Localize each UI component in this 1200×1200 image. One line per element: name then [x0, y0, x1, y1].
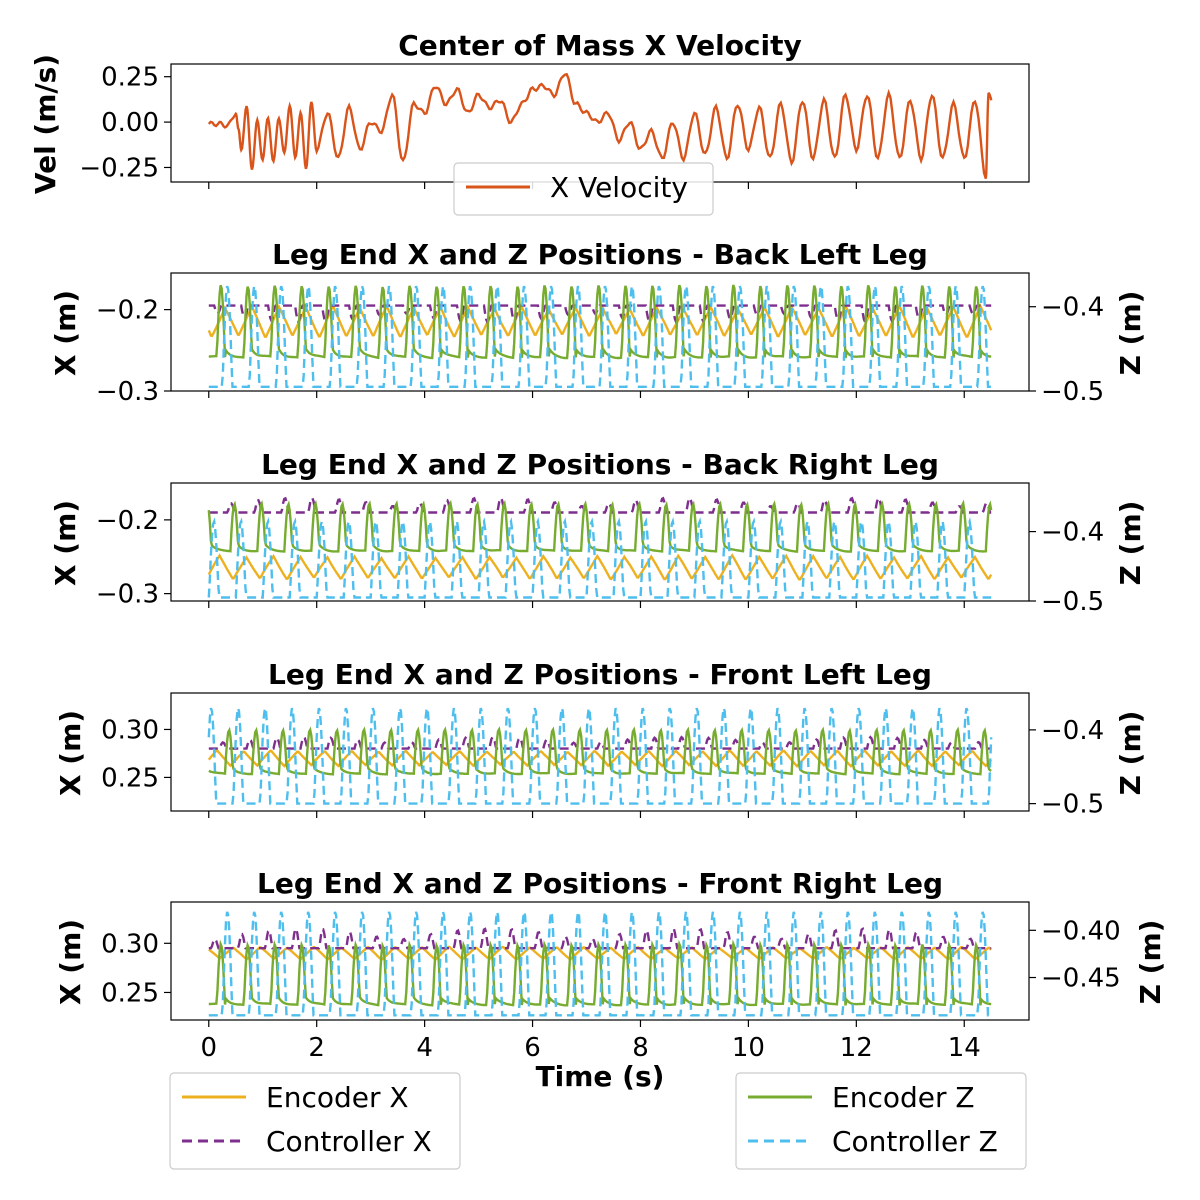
- back-left-ytick-label: −0.2: [96, 296, 159, 326]
- legend-controller-x-label: Controller X: [266, 1125, 432, 1158]
- legend-encoder-z-label: Encoder Z: [832, 1081, 975, 1114]
- front-left-ytick-label: 0.25: [101, 763, 159, 793]
- back-left-title: Leg End X and Z Positions - Back Left Le…: [272, 238, 928, 271]
- velocity-ytick-label: 0.00: [101, 108, 159, 138]
- front-right-xtick-label: 2: [308, 1033, 325, 1063]
- panel-back-left: Leg End X and Z Positions - Back Left Le…: [49, 238, 1147, 407]
- front-left-controller-z-line: [207, 707, 993, 805]
- front-right-frame: [170, 901, 1030, 1021]
- back-right-ytick-right-label: −0.4: [1041, 518, 1104, 548]
- front-right-ylabel-right: Z (m): [1134, 920, 1167, 1005]
- front-right-xtick-label: 8: [632, 1033, 649, 1063]
- legend-controller-z-label: Controller Z: [832, 1125, 998, 1158]
- back-right-ylabel: X (m): [49, 500, 82, 586]
- front-left-ytick-right-label: −0.4: [1041, 716, 1104, 746]
- velocity-legend-box: [453, 162, 714, 216]
- front-left-ylabel-right: Z (m): [1114, 711, 1147, 796]
- back-right-ytick-label: −0.3: [96, 580, 159, 610]
- legend-right: Encoder Z Controller Z: [735, 1072, 1027, 1170]
- front-left-frame: [170, 692, 1030, 812]
- panel-front-left: Leg End X and Z Positions - Front Left L…: [54, 658, 1147, 820]
- time-xlabel: Time (s): [536, 1060, 665, 1093]
- front-right-xtick-label: 4: [416, 1033, 433, 1063]
- velocity-series-line: [207, 72, 993, 179]
- legend-encoder-x-label: Encoder X: [266, 1081, 409, 1114]
- back-left-ylabel: X (m): [49, 290, 82, 376]
- panel-front-right: Leg End X and Z Positions - Front Right …: [54, 867, 1167, 1093]
- front-right-ylabel: X (m): [54, 919, 87, 1005]
- back-left-ytick-label: −0.3: [96, 377, 159, 407]
- back-left-ylabel-right: Z (m): [1114, 291, 1147, 376]
- front-right-xtick-label: 0: [201, 1033, 218, 1063]
- back-right-controller-z-line: [207, 516, 992, 599]
- front-left-title: Leg End X and Z Positions - Front Left L…: [268, 658, 932, 691]
- back-left-frame: [170, 272, 1030, 392]
- front-left-ytick-label: 0.30: [101, 715, 159, 745]
- front-right-xtick-label: 12: [840, 1033, 873, 1063]
- back-right-frame: [170, 482, 1030, 602]
- front-right-title: Leg End X and Z Positions - Front Right …: [257, 867, 943, 900]
- back-right-title: Leg End X and Z Positions - Back Right L…: [261, 448, 939, 481]
- velocity-legend-label: X Velocity: [550, 171, 688, 204]
- velocity-ylabel: Vel (m/s): [29, 54, 62, 194]
- front-left-ytick-right-label: −0.5: [1041, 790, 1104, 820]
- velocity-title: Center of Mass X Velocity: [398, 29, 802, 62]
- front-right-ytick-label: 0.25: [101, 978, 159, 1008]
- front-right-xtick-label: 6: [524, 1033, 541, 1063]
- legend-left: Encoder X Controller X: [169, 1072, 461, 1170]
- velocity-ytick-label: 0.25: [101, 63, 159, 93]
- back-left-ytick-right-label: −0.5: [1041, 377, 1104, 407]
- back-right-encoder-x-line: [207, 553, 993, 581]
- back-right-ytick-right-label: −0.5: [1041, 587, 1104, 617]
- front-right-controller-z-line: [208, 911, 992, 1017]
- front-right-encoder-z-line: [208, 939, 992, 1007]
- front-right-xtick-label: 14: [948, 1033, 981, 1063]
- panel-back-right: Leg End X and Z Positions - Back Right L…: [49, 448, 1147, 617]
- back-right-ylabel-right: Z (m): [1114, 501, 1147, 586]
- back-left-ytick-right-label: −0.4: [1041, 293, 1104, 323]
- back-right-encoder-z-line: [207, 499, 993, 553]
- front-left-ylabel: X (m): [54, 710, 87, 796]
- front-right-ytick-right-label: −0.40: [1041, 916, 1121, 946]
- velocity-legend: X Velocity: [453, 162, 714, 216]
- velocity-ytick-label: −0.25: [79, 153, 159, 183]
- front-right-ytick-label: 0.30: [101, 929, 159, 959]
- back-right-controller-x-line: [208, 496, 992, 514]
- back-left-controller-z-line: [208, 285, 992, 388]
- panel-velocity: Center of Mass X Velocity Vel (m/s) 0.25…: [29, 29, 1030, 216]
- front-right-ytick-right-label: −0.45: [1041, 964, 1121, 994]
- front-right-xtick-label: 10: [732, 1033, 765, 1063]
- front-left-encoder-z-line: [208, 726, 992, 776]
- front-right-controller-x-line: [208, 927, 992, 950]
- back-right-ytick-label: −0.2: [96, 506, 159, 536]
